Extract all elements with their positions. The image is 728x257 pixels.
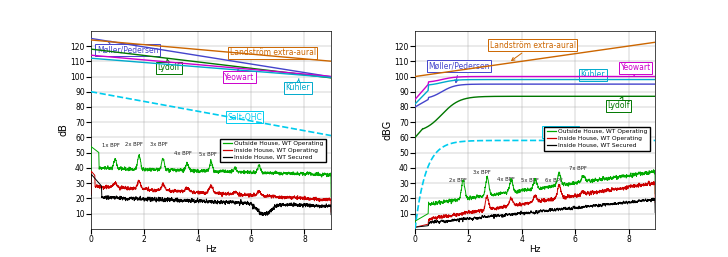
Text: 2x BPF: 2x BPF bbox=[449, 178, 467, 183]
Text: 2x BPF: 2x BPF bbox=[124, 142, 143, 146]
Y-axis label: dBG: dBG bbox=[383, 120, 393, 140]
Text: 6x BPF: 6x BPF bbox=[545, 178, 563, 183]
Text: 3x BPF: 3x BPF bbox=[150, 142, 168, 146]
X-axis label: Hz: Hz bbox=[529, 245, 541, 254]
Text: 4x BPF: 4x BPF bbox=[174, 151, 192, 156]
Text: 5x BPF: 5x BPF bbox=[521, 178, 539, 183]
X-axis label: Hz: Hz bbox=[205, 245, 217, 254]
Text: 7x BPF: 7x BPF bbox=[248, 154, 265, 159]
Text: 3x BPF: 3x BPF bbox=[473, 170, 491, 176]
Text: 6x BPF: 6x BPF bbox=[223, 158, 241, 163]
Text: 4x BPF: 4x BPF bbox=[497, 177, 515, 181]
Text: Kühler: Kühler bbox=[285, 79, 310, 92]
Text: 5x BPF: 5x BPF bbox=[199, 152, 217, 157]
Text: Møller/Pedersen: Møller/Pedersen bbox=[429, 62, 490, 82]
Text: Yeowart: Yeowart bbox=[224, 69, 255, 81]
Text: Salt-OHC: Salt-OHC bbox=[543, 127, 578, 136]
Text: Salt-OHC: Salt-OHC bbox=[227, 113, 262, 122]
Text: Møller/Pedersen: Møller/Pedersen bbox=[97, 41, 159, 54]
Text: Yeowart: Yeowart bbox=[620, 63, 651, 76]
Text: Lydolf: Lydolf bbox=[607, 96, 630, 111]
Y-axis label: dB: dB bbox=[59, 123, 69, 136]
Text: 1x BPF: 1x BPF bbox=[102, 143, 120, 148]
Text: Kühler: Kühler bbox=[580, 70, 605, 79]
Legend: Outside House, WT Operating, Inside House, WT Operating, Inside House, WT Secure: Outside House, WT Operating, Inside Hous… bbox=[220, 139, 325, 162]
Legend: Outside House, WT Operating, Inside House, WT Operating, Inside House, WT Secure: Outside House, WT Operating, Inside Hous… bbox=[545, 127, 650, 151]
Text: Landström extra-aural: Landström extra-aural bbox=[230, 48, 316, 57]
Text: Lydolf: Lydolf bbox=[158, 59, 181, 72]
Text: Landström extra-aural: Landström extra-aural bbox=[490, 41, 576, 61]
Text: 7x BPF: 7x BPF bbox=[569, 166, 587, 171]
